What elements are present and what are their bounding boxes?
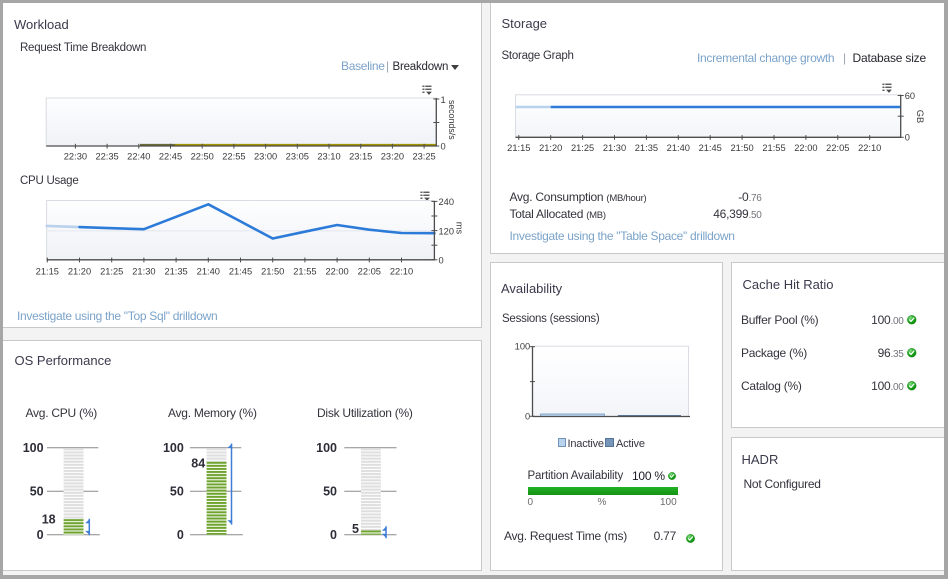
svg-text:23:20: 23:20	[381, 151, 404, 161]
svg-text:22:40: 22:40	[127, 151, 150, 161]
svg-text:100: 100	[316, 441, 337, 455]
svg-text:23:10: 23:10	[317, 151, 340, 161]
svg-text:50: 50	[30, 485, 44, 499]
svg-text:21:35: 21:35	[164, 267, 187, 277]
svg-text:50: 50	[170, 485, 184, 499]
svg-text:0: 0	[177, 528, 184, 542]
svg-text:22:10: 22:10	[390, 267, 413, 277]
svg-text:21:30: 21:30	[132, 267, 155, 277]
svg-text:22:55: 22:55	[222, 151, 245, 161]
svg-text:23:25: 23:25	[412, 151, 435, 161]
svg-text:GB: GB	[915, 110, 925, 123]
svg-text:21:15: 21:15	[507, 143, 530, 153]
svg-text:22:10: 22:10	[858, 143, 881, 153]
svg-text:21:15: 21:15	[36, 267, 59, 277]
svg-text:0: 0	[330, 528, 337, 542]
svg-text:0: 0	[439, 255, 444, 265]
svg-text:100: 100	[23, 441, 44, 455]
svg-text:60: 60	[905, 91, 915, 101]
svg-text:21:20: 21:20	[68, 267, 91, 277]
svg-text:22:30: 22:30	[64, 151, 87, 161]
svg-text:22:00: 22:00	[794, 143, 817, 153]
svg-text:21:50: 21:50	[261, 267, 284, 277]
svg-text:22:05: 22:05	[826, 143, 849, 153]
svg-text:21:45: 21:45	[699, 143, 722, 153]
svg-text:0: 0	[905, 133, 910, 143]
svg-text:100: 100	[163, 441, 184, 455]
svg-text:0: 0	[525, 412, 530, 422]
svg-text:23:00: 23:00	[254, 151, 277, 161]
svg-text:21:40: 21:40	[197, 267, 220, 277]
svg-text:1: 1	[441, 95, 446, 105]
svg-text:120: 120	[439, 227, 455, 237]
svg-text:21:55: 21:55	[762, 143, 785, 153]
svg-text:240: 240	[439, 197, 455, 207]
svg-text:21:20: 21:20	[539, 143, 562, 153]
svg-text:22:05: 22:05	[358, 267, 381, 277]
svg-text:5: 5	[352, 522, 359, 536]
svg-text:21:30: 21:30	[603, 143, 626, 153]
svg-text:21:45: 21:45	[229, 267, 252, 277]
svg-text:23:05: 23:05	[286, 151, 309, 161]
svg-text:21:50: 21:50	[730, 143, 753, 153]
svg-text:0: 0	[441, 141, 446, 151]
svg-text:18: 18	[42, 512, 56, 526]
svg-text:22:35: 22:35	[95, 151, 118, 161]
svg-text:21:55: 21:55	[293, 267, 316, 277]
svg-text:23:15: 23:15	[349, 151, 372, 161]
svg-text:seconds/s: seconds/s	[447, 100, 457, 140]
svg-text:22:45: 22:45	[159, 151, 182, 161]
svg-text:0: 0	[37, 528, 44, 542]
svg-text:21:25: 21:25	[100, 267, 123, 277]
svg-text:ms: ms	[455, 222, 465, 235]
svg-text:22:00: 22:00	[325, 267, 348, 277]
svg-text:50: 50	[323, 485, 337, 499]
svg-text:100: 100	[515, 342, 531, 352]
svg-text:22:50: 22:50	[191, 151, 214, 161]
svg-text:21:35: 21:35	[635, 143, 658, 153]
svg-text:21:40: 21:40	[667, 143, 690, 153]
svg-text:21:25: 21:25	[571, 143, 594, 153]
svg-text:84: 84	[191, 457, 205, 471]
